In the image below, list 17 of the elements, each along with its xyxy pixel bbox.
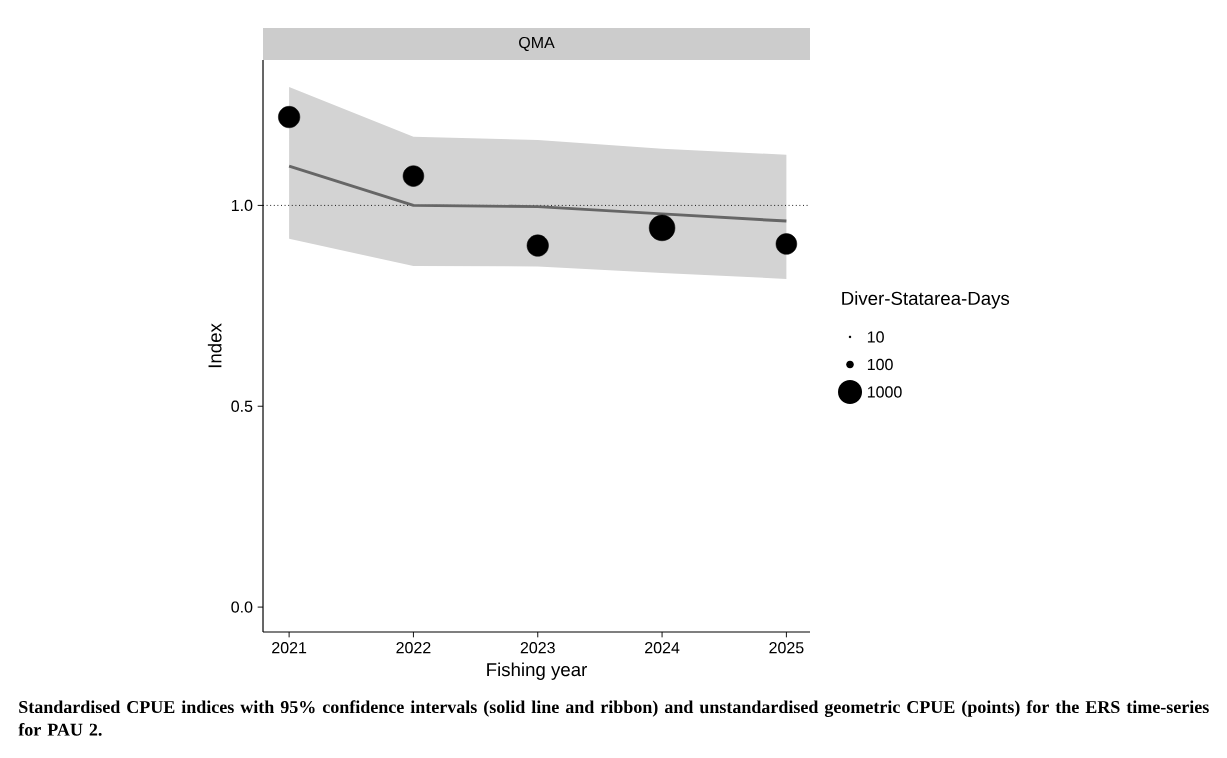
legend-label: 100: [867, 358, 893, 371]
text: Standardised CPUE indices with 95% confidence intervals (solid line and ribbon) and unstandardised geometric CPUE (points) for the ERS time-series for PAU 2.: [18, 700, 1209, 736]
x-tick-label: 2024: [645, 642, 680, 654]
legend-label: 1000: [867, 386, 902, 398]
line-series: [287, 164, 788, 223]
legend-title: Diver-Statarea-Days: [842, 291, 1010, 309]
legend-label: 10: [867, 331, 884, 343]
y-tick-label: 0.0: [231, 601, 253, 613]
x-tick-label: 2025: [769, 642, 804, 654]
x-axis-title: Fishing year: [487, 662, 588, 680]
x-tick-label: 2022: [396, 642, 431, 654]
y-tick-label: 0.5: [231, 400, 253, 412]
chart-title: QMA: [519, 36, 555, 52]
y-axis-title: Index: [207, 323, 222, 368]
x-tick-label: 2021: [272, 642, 307, 654]
y-tick-label: 1.0: [231, 199, 253, 212]
x-tick-label: 2023: [520, 642, 555, 654]
